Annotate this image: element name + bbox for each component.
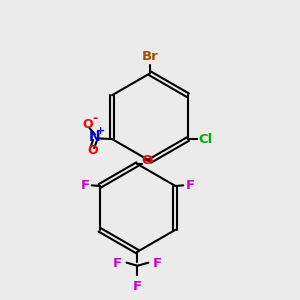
Text: +: +	[96, 126, 105, 136]
Text: O: O	[141, 154, 152, 167]
Text: F: F	[80, 179, 89, 192]
Text: Cl: Cl	[198, 133, 212, 146]
Text: F: F	[185, 179, 195, 192]
Text: F: F	[153, 257, 162, 270]
Text: O: O	[87, 144, 98, 157]
Text: -: -	[92, 112, 98, 125]
Text: F: F	[113, 257, 122, 270]
Text: O: O	[83, 118, 93, 131]
Text: F: F	[133, 280, 142, 293]
Text: Br: Br	[142, 50, 158, 63]
Text: N: N	[89, 130, 101, 145]
